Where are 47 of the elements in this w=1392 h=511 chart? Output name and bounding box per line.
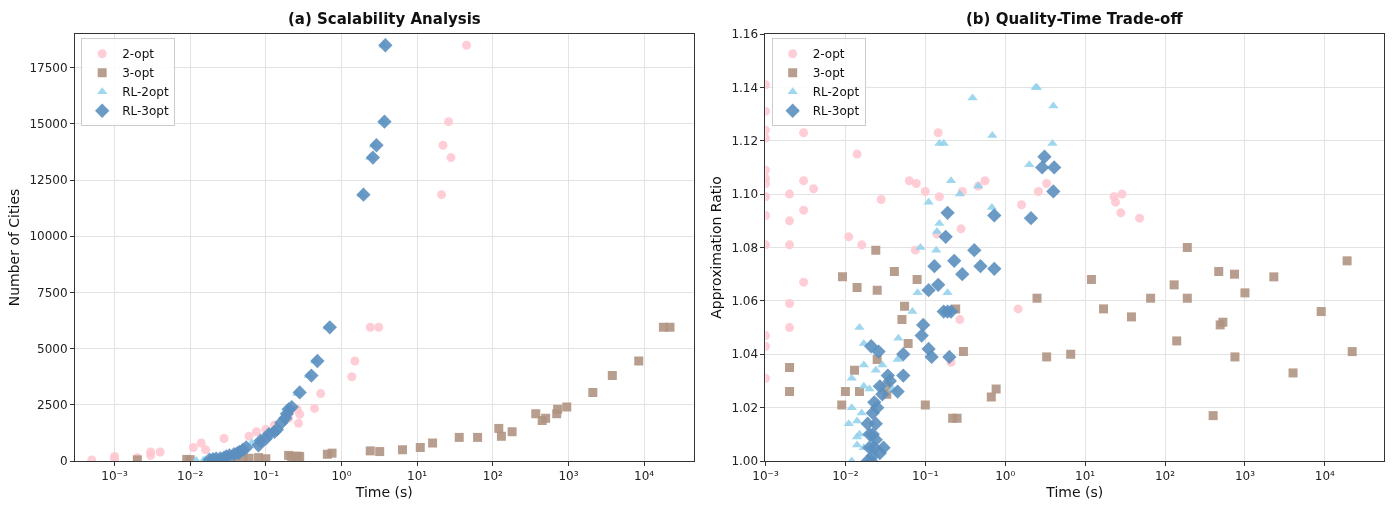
legend-label: 2-opt — [812, 47, 845, 62]
x-axis-title: Time (s) — [354, 483, 413, 500]
x-tick-label: 10¹ — [407, 469, 428, 484]
legend-label: RL-2opt — [122, 85, 169, 100]
y-tick-label: 17500 — [29, 60, 68, 75]
y-tick-label: 10000 — [29, 229, 68, 244]
y-tick-label: 1.06 — [731, 294, 759, 309]
legend-label: RL-3opt — [812, 104, 860, 119]
legend-label: 3-opt — [812, 66, 845, 81]
x-tick-label: 10⁴ — [634, 469, 655, 484]
y-tick-label: 1.12 — [731, 133, 759, 148]
x-tick-label: 10³ — [1234, 469, 1256, 484]
y-tick-label: 1.02 — [731, 400, 759, 415]
y-tick-label: 15000 — [29, 117, 68, 132]
y-tick-label: 2500 — [37, 398, 68, 413]
x-tick-label: 10⁻³ — [752, 469, 779, 484]
y-tick-label: 1.14 — [731, 80, 759, 95]
chart-title: (b) Quality-Time Trade-off — [966, 10, 1184, 28]
x-axis-title: Time (s) — [1045, 483, 1104, 500]
y-tick-label: 12500 — [29, 173, 68, 188]
x-tick-label: 10² — [1154, 469, 1176, 484]
y-tick-label: 7500 — [37, 285, 68, 300]
y-tick-label: 1.04 — [731, 347, 759, 362]
y-tick-label: 1.08 — [731, 240, 759, 255]
x-tick-label: 10⁻³ — [101, 469, 128, 484]
y-axis-title: Number of Cities — [6, 188, 23, 307]
x-tick-label: 10⁴ — [1314, 469, 1336, 484]
x-tick-label: 10⁰ — [331, 469, 352, 484]
legend-label: 2-opt — [122, 47, 155, 62]
x-tick-label: 10³ — [558, 469, 579, 484]
x-tick-label: 10⁻² — [832, 469, 859, 484]
y-tick-label: 0 — [59, 454, 68, 469]
y-axis-title: Approximation Ratio — [707, 176, 724, 319]
x-tick-label: 10⁻² — [176, 469, 204, 484]
legend-label: 3-opt — [122, 66, 155, 81]
chart-title: (a) Scalability Analysis — [288, 10, 481, 28]
y-tick-label: 5000 — [37, 341, 68, 356]
y-tick-label: 1.10 — [731, 187, 759, 202]
y-tick-label: 1.16 — [731, 27, 759, 42]
legend-label: RL-2opt — [812, 85, 860, 100]
x-tick-label: 10⁻¹ — [912, 469, 939, 484]
y-tick-label: 1.00 — [731, 454, 759, 469]
x-tick-label: 10⁻¹ — [252, 469, 280, 484]
x-tick-label: 10² — [482, 469, 504, 484]
x-tick-label: 10¹ — [1075, 469, 1096, 484]
x-tick-label: 10⁰ — [995, 469, 1016, 484]
legend-label: RL-3opt — [122, 104, 169, 119]
